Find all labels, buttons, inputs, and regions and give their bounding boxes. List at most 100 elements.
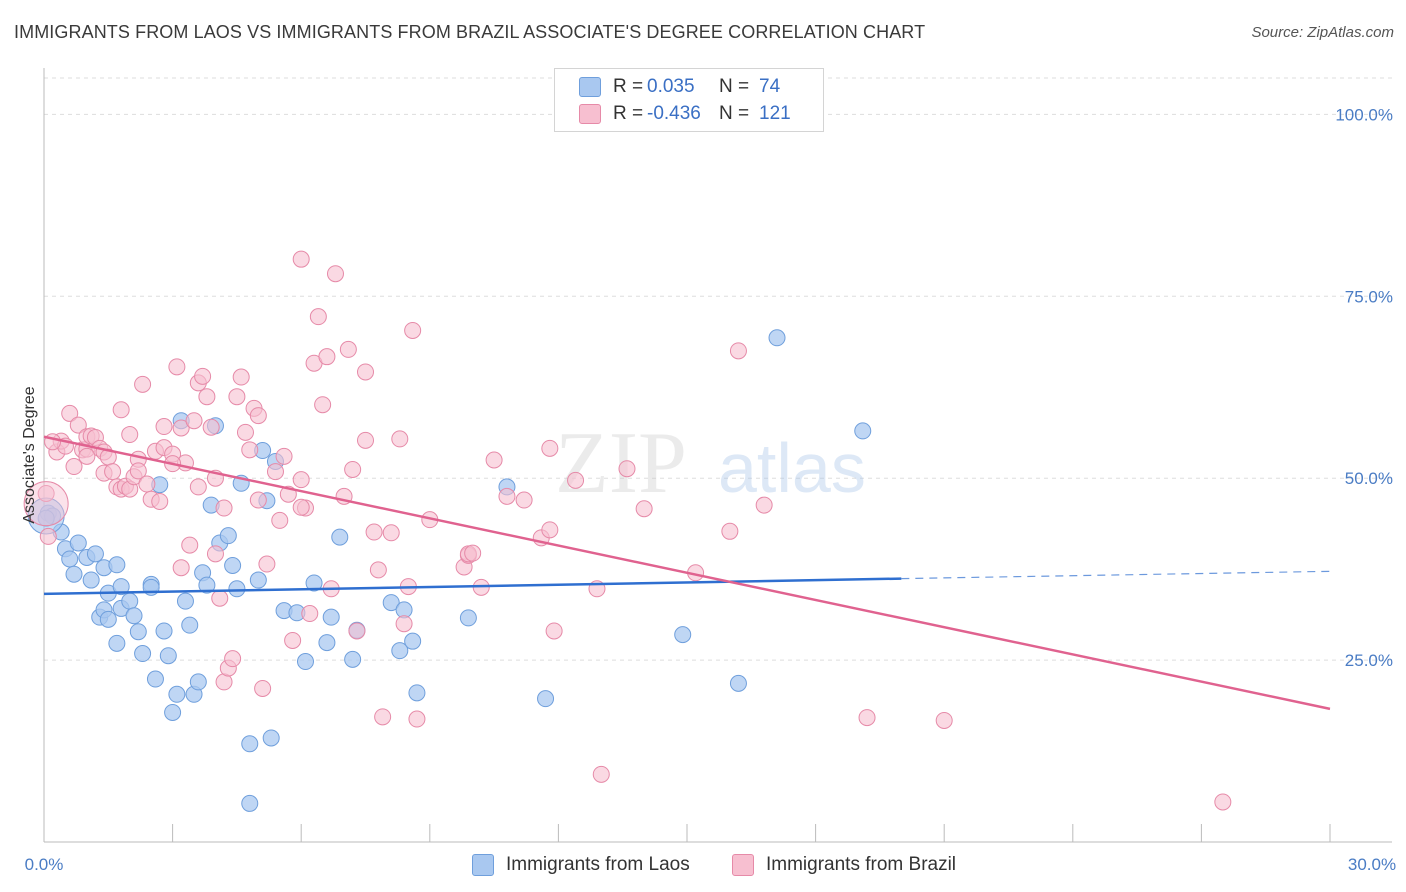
data-point-brazil [326,265,344,283]
data-point-laos [112,578,130,596]
data-point-brazil [382,524,400,542]
data-point-laos [176,592,194,610]
data-point-brazil [266,463,284,481]
data-point-laos [331,528,349,546]
data-point-laos [674,626,692,644]
data-point-brazil [138,475,156,493]
data-point-brazil [541,439,559,457]
chart-title: IMMIGRANTS FROM LAOS VS IMMIGRANTS FROM … [14,22,926,42]
data-point-brazil [112,401,130,419]
x-tick-label: 0.0% [25,855,64,874]
y-tick-label: 50.0% [1345,469,1393,488]
data-point-laos [189,673,207,691]
data-point-laos [219,527,237,545]
legend-r-value: 0.035 [647,76,695,97]
data-point-brazil [369,561,387,579]
data-point-brazil [357,431,374,449]
series-legend-swatch-brazil [732,854,754,876]
data-point-laos [459,609,477,627]
y-axis-label: Associate's Degree [21,386,38,523]
data-point-brazil [78,447,96,465]
data-point-brazil [155,418,173,436]
data-point-brazil [391,430,409,448]
data-point-brazil [292,498,310,516]
data-point-laos [108,634,126,652]
legend-row-brazil: R = -0.436 N = 121 [555,101,791,127]
data-point-brazil [395,615,413,633]
data-point-laos [159,647,177,665]
data-point-brazil [65,458,83,476]
trendlines [43,435,1331,711]
data-point-brazil [211,589,229,607]
grid-lines [44,77,1392,661]
data-point-brazil [635,500,653,518]
data-point-laos [318,634,336,652]
data-point-brazil [755,496,773,514]
y-tick-label: 100.0% [1335,105,1393,124]
data-point-brazil [374,708,392,726]
data-point-brazil [271,511,289,529]
data-point-brazil [935,711,953,729]
data-point-brazil [309,308,327,326]
trendline-laos-extension [901,570,1331,580]
legend-n-value: 74 [759,76,781,97]
data-point-brazil [249,407,267,425]
series-legend: Immigrants from Laos Immigrants from Bra… [0,852,1406,878]
data-point-brazil [61,404,79,422]
data-point-brazil [292,250,310,268]
correlation-legend: R = 0.035 N = 74 R = -0.436 N = 121 [554,68,824,132]
data-point-laos [121,592,139,610]
data-point-brazil [292,471,310,489]
data-point-brazil [284,631,302,649]
data-point-laos [537,690,555,708]
data-point-laos [404,632,422,650]
trendline-brazil [43,435,1331,711]
data-point-laos [134,645,152,663]
data-point-brazil [365,523,383,541]
data-point-laos [99,610,117,628]
data-point-brazil [344,460,362,478]
data-point-brazil [541,521,559,539]
data-point-brazil [194,367,212,385]
data-point-brazil [172,559,190,577]
data-point-laos [729,674,747,692]
data-point-brazil [189,478,207,496]
data-point-brazil [618,460,636,478]
data-point-laos [344,650,362,668]
data-point-brazil [181,536,199,554]
data-point-brazil [215,499,233,517]
data-point-brazil [314,396,332,414]
series-legend-brazil[interactable]: Immigrants from Brazil [732,852,956,878]
source-label: Source: ZipAtlas.com [1251,24,1394,41]
y-tick-label: 75.0% [1345,287,1393,306]
legend-swatch-laos [579,77,601,97]
data-point-laos [129,623,147,641]
data-point-brazil [241,441,259,459]
data-point-laos [241,735,259,753]
data-point-laos [164,703,182,721]
x-tick-label: 30.0% [1348,855,1396,874]
axes [43,68,1392,843]
data-point-laos [108,556,126,574]
data-point-brazil [515,491,533,509]
data-point-brazil [228,388,246,406]
data-point-laos [86,545,104,563]
data-point-laos [65,565,83,583]
data-point-brazil [104,463,122,481]
data-point-brazil [206,545,224,563]
data-point-laos [296,653,314,671]
data-point-brazil [348,622,366,640]
data-point-brazil [567,471,585,489]
series-brazil-points [23,250,1232,811]
data-point-laos [382,594,400,612]
data-point-brazil [168,358,186,376]
data-point-laos [408,684,426,702]
data-point-laos [146,670,164,688]
data-point-brazil [254,679,272,697]
data-point-brazil [185,412,203,430]
series-legend-laos[interactable]: Immigrants from Laos [472,852,690,878]
data-point-brazil [318,348,336,366]
data-point-brazil [275,447,293,465]
data-point-laos [228,580,246,598]
data-point-laos [155,622,173,640]
